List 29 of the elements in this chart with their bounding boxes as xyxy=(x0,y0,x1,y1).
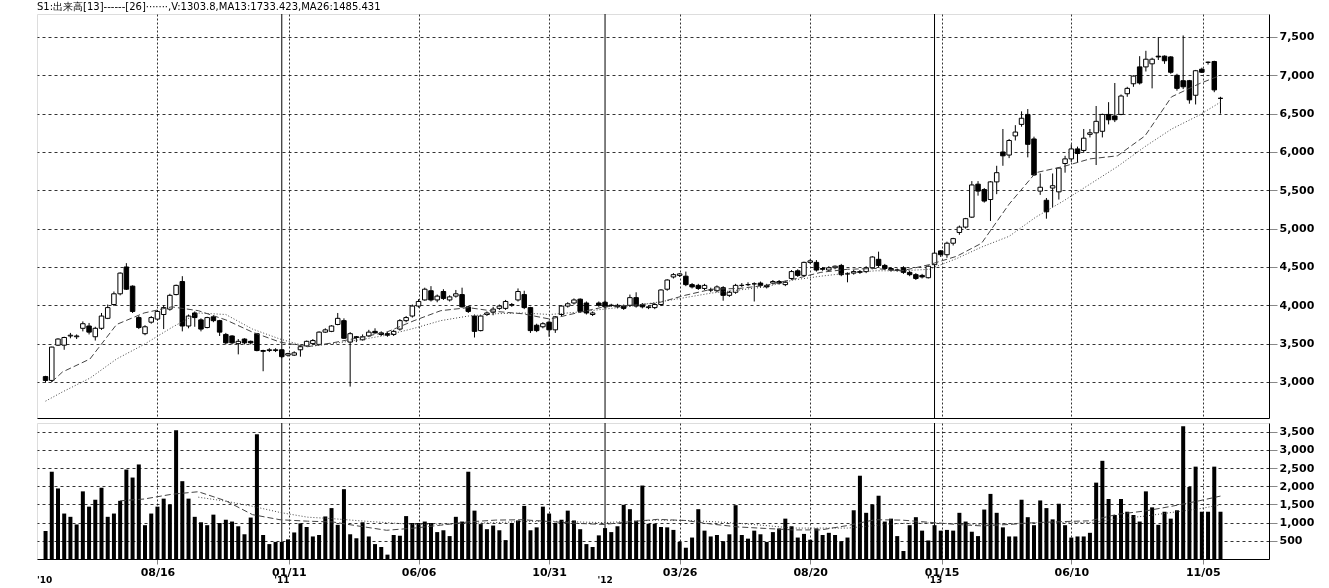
y-tick-label: 1,000 xyxy=(1279,516,1315,530)
ref-line-label: '12 xyxy=(597,575,613,585)
y-tick-label: 4,500 xyxy=(1279,260,1315,274)
y-tick-label: 3,500 xyxy=(1279,337,1315,351)
x-tick-label: 03/26 xyxy=(662,565,698,579)
x-tick-label: 06/10 xyxy=(1054,565,1090,579)
x-tick-label: 11/05 xyxy=(1185,565,1221,579)
x-tick-label: 10/31 xyxy=(532,565,567,579)
y-tick-label: 500 xyxy=(1279,534,1303,548)
ref-line-label: '11 xyxy=(274,575,290,585)
y-tick-label: 4,000 xyxy=(1279,298,1315,312)
y-tick-label: 5,000 xyxy=(1279,222,1315,236)
y-tick-label: 6,500 xyxy=(1279,107,1315,121)
y-tick-label: 3,000 xyxy=(1279,443,1315,457)
y-tick-label: 3,000 xyxy=(1279,375,1315,389)
y-tick-label: 6,000 xyxy=(1279,145,1315,159)
ref-line-label: '13 xyxy=(926,575,943,585)
y-tick-label: 7,000 xyxy=(1279,68,1315,82)
y-tick-label: 5,500 xyxy=(1279,183,1315,197)
y-tick-label: 3,500 xyxy=(1279,425,1315,439)
y-tick-label: 2,000 xyxy=(1279,479,1315,493)
y-tick-label: 2,500 xyxy=(1279,461,1315,475)
x-tick-label: 06/06 xyxy=(401,565,437,579)
x-tick-label: 08/20 xyxy=(793,565,829,579)
y-tick-label: 1,500 xyxy=(1279,497,1315,511)
chart-title: S1:出来高[13]------[26]·······,V:1303.8,MA13:1733.423,MA26:1485.431 xyxy=(37,0,381,12)
x-tick-label: 08/16 xyxy=(140,565,176,579)
text: '10 xyxy=(37,575,53,585)
y-tick-label: 7,500 xyxy=(1279,30,1315,44)
